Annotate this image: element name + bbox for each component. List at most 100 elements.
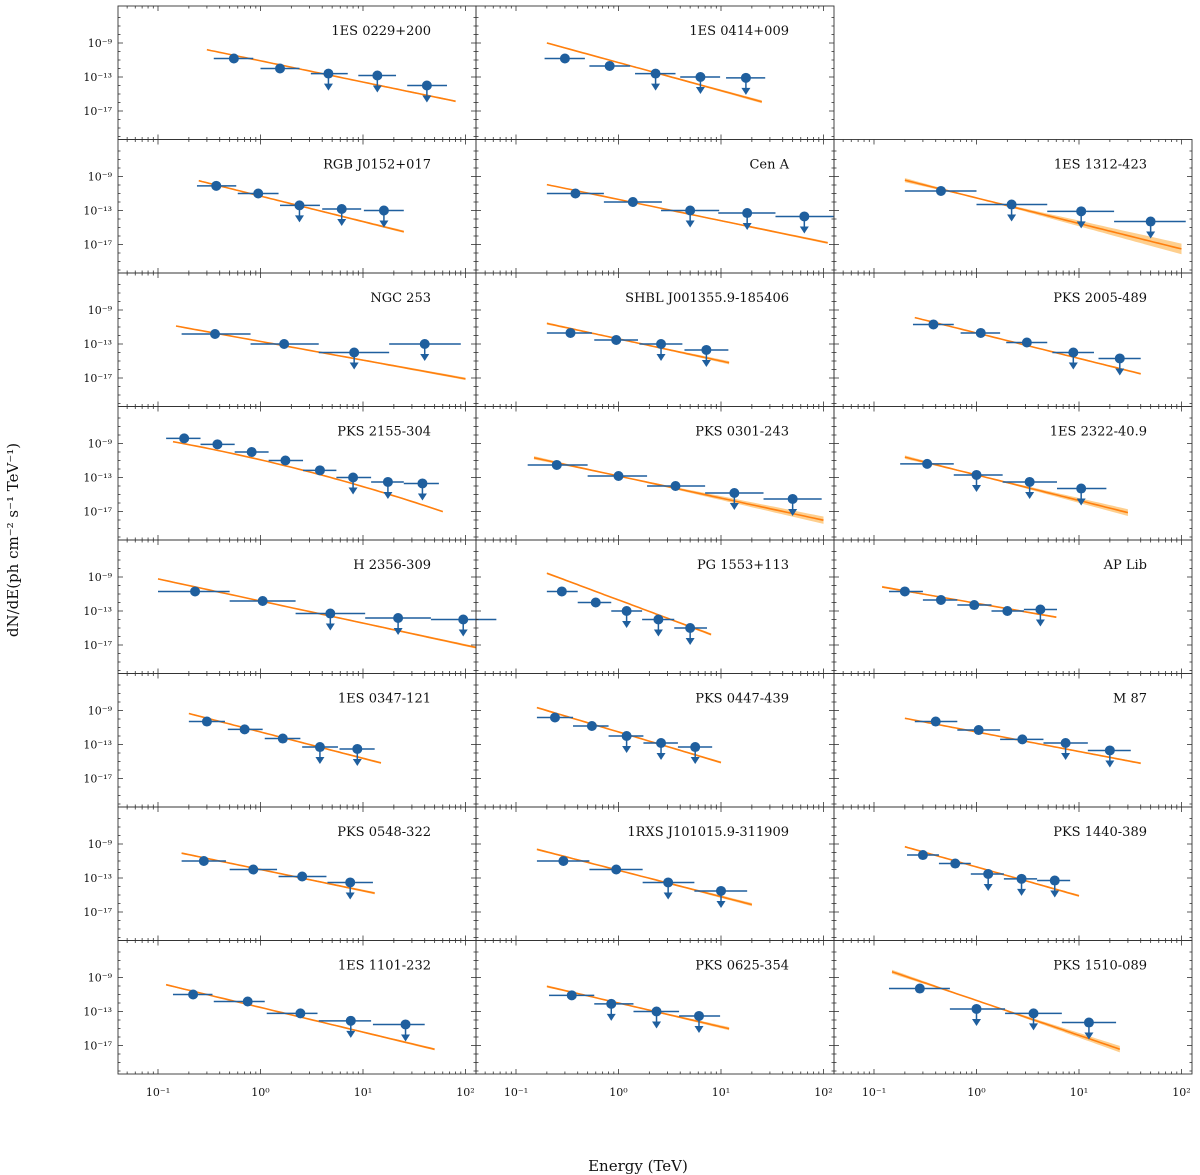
y-tick-label: 10⁻⁹ bbox=[88, 304, 113, 317]
flux-point bbox=[266, 1008, 318, 1019]
flux-point bbox=[544, 53, 585, 64]
panel-pks-1510-089: PKS 1510-089 bbox=[833, 940, 1193, 1075]
flux-marker bbox=[280, 455, 291, 466]
x-tick-label: 10¹ bbox=[1070, 1086, 1088, 1099]
upper-limit-arrow bbox=[622, 621, 632, 628]
panel-ticks bbox=[834, 940, 1192, 1074]
flux-point bbox=[229, 596, 296, 607]
panel-ticks bbox=[476, 940, 834, 1074]
flux-marker bbox=[922, 458, 933, 469]
upper-limit-point bbox=[775, 211, 834, 234]
flux-marker bbox=[458, 614, 469, 625]
flux-marker bbox=[228, 53, 239, 64]
flux-marker bbox=[729, 488, 740, 499]
upper-limit-arrow bbox=[1105, 760, 1115, 768]
flux-point bbox=[907, 850, 939, 861]
panel-pks-0548-322: 10⁻⁹ 10⁻¹³ 10⁻¹⁷ PKS 0548-322 bbox=[83, 806, 477, 941]
flux-marker bbox=[650, 68, 661, 79]
y-tick-label: 10⁻¹³ bbox=[83, 472, 112, 485]
upper-limit-point bbox=[407, 80, 448, 103]
upper-limit-point bbox=[1047, 206, 1115, 229]
flux-marker bbox=[242, 996, 253, 1007]
y-tick-label: 10⁻⁹ bbox=[88, 705, 113, 718]
y-tick-label: 10⁻⁹ bbox=[88, 838, 113, 851]
flux-point bbox=[196, 180, 237, 191]
flux-point bbox=[900, 458, 954, 469]
upper-limit-point bbox=[1087, 745, 1131, 768]
upper-limit-arrow bbox=[352, 758, 362, 766]
panel-title: H 2356-309 bbox=[353, 558, 431, 573]
upper-limit-arrow bbox=[379, 220, 389, 228]
upper-limit-point bbox=[363, 205, 404, 228]
flux-point bbox=[237, 188, 279, 199]
upper-limit-point bbox=[970, 868, 1004, 891]
flux-marker bbox=[417, 478, 428, 489]
upper-limit-arrow bbox=[972, 1018, 981, 1026]
upper-limit-point bbox=[608, 731, 644, 753]
flux-marker bbox=[352, 743, 363, 754]
flux-marker bbox=[201, 716, 212, 727]
flux-marker bbox=[314, 742, 325, 753]
panel-title: PKS 1510-089 bbox=[1053, 959, 1147, 974]
flux-marker bbox=[787, 493, 798, 504]
flux-marker bbox=[604, 60, 615, 71]
flux-point bbox=[1006, 337, 1048, 348]
upper-limit-point bbox=[1003, 873, 1038, 896]
flux-point bbox=[603, 197, 662, 207]
y-tick-label: 10⁻¹⁷ bbox=[83, 372, 112, 385]
flux-marker bbox=[349, 347, 360, 358]
flux-marker bbox=[556, 586, 567, 597]
panel-title: 1ES 0414+009 bbox=[689, 24, 789, 39]
y-tick-label: 10⁻⁹ bbox=[88, 571, 113, 584]
panel-ticks bbox=[476, 6, 834, 140]
flux-marker bbox=[400, 1019, 411, 1030]
upper-limit-arrow bbox=[701, 359, 711, 367]
upper-limit-point bbox=[371, 476, 404, 499]
panel-ticks bbox=[834, 540, 1192, 674]
upper-limit-arrow bbox=[1061, 753, 1071, 761]
upper-limit-arrow bbox=[417, 493, 427, 501]
flux-marker bbox=[611, 864, 622, 875]
panel-title: PKS 2005-489 bbox=[1053, 291, 1147, 306]
upper-limit-point bbox=[372, 1019, 425, 1042]
panel-title: RGB J0152+017 bbox=[323, 158, 431, 173]
flux-marker bbox=[716, 885, 726, 896]
upper-limit-point bbox=[1052, 347, 1094, 370]
upper-limit-arrow bbox=[972, 484, 981, 492]
upper-limit-point bbox=[611, 606, 643, 628]
y-tick-label: 10⁻¹³ bbox=[83, 338, 112, 351]
upper-limit-arrow bbox=[345, 892, 355, 900]
upper-limit-arrow bbox=[685, 638, 695, 645]
upper-limit-point bbox=[310, 68, 348, 91]
upper-limit-point bbox=[643, 738, 678, 761]
flux-point bbox=[991, 606, 1024, 616]
upper-limit-arrow bbox=[315, 757, 325, 765]
panel-title: 1ES 0229+200 bbox=[331, 24, 431, 39]
flux-marker bbox=[1035, 604, 1046, 615]
flux-marker bbox=[670, 481, 681, 491]
flux-marker bbox=[1076, 483, 1087, 494]
flux-marker bbox=[345, 877, 356, 888]
upper-limit-arrow bbox=[1084, 1032, 1094, 1040]
flux-marker bbox=[378, 205, 389, 216]
panel-1es-2322-40-9: 1ES 2322-40.9 bbox=[833, 406, 1193, 541]
upper-limit-arrow bbox=[742, 223, 752, 231]
upper-limit-point bbox=[365, 613, 431, 636]
x-tick-label: 10² bbox=[1172, 1086, 1190, 1099]
flux-point bbox=[227, 724, 263, 735]
upper-limit-point bbox=[642, 877, 695, 900]
upper-limit-arrow bbox=[694, 1025, 704, 1033]
flux-point bbox=[549, 990, 595, 1001]
upper-limit-point bbox=[635, 68, 676, 91]
flux-marker bbox=[314, 465, 325, 476]
panel-title: PKS 1440-389 bbox=[1053, 825, 1147, 840]
upper-limit-arrow bbox=[622, 746, 632, 753]
flux-marker bbox=[935, 185, 946, 196]
panel-1es-0414-009: 1ES 0414+009 bbox=[475, 5, 835, 140]
flux-marker bbox=[1076, 206, 1087, 217]
upper-limit-arrow bbox=[420, 354, 430, 361]
x-tick-label: 10⁰ bbox=[251, 1086, 270, 1099]
panel-title: PKS 0301-243 bbox=[695, 425, 789, 440]
upper-limit-point bbox=[1043, 738, 1088, 761]
